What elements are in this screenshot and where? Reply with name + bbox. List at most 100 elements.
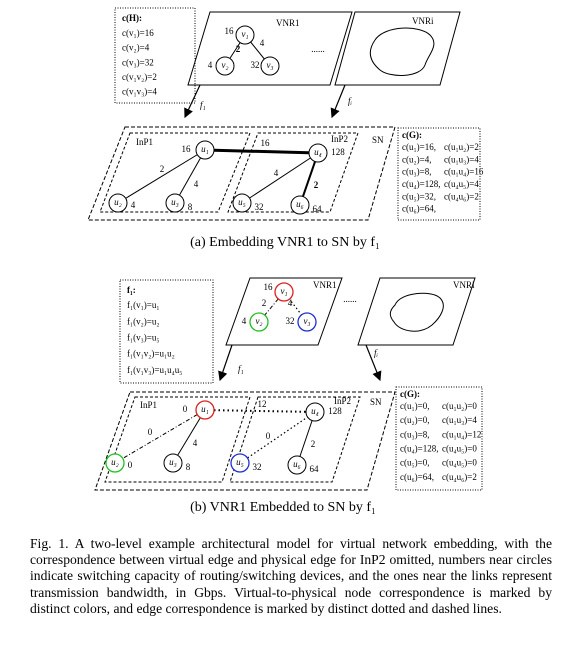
resource-box <box>397 127 481 221</box>
virtual-edge-label: 4 <box>288 298 293 308</box>
physical-edge <box>241 152 319 204</box>
physical-node-capacity: 32 <box>255 202 264 212</box>
panel-caption: (b) VNR1 Embedded to SN by f₁ <box>190 500 376 515</box>
resource-item: c(u₅)=32, <box>402 191 436 201</box>
resource-item: c(u₄u₆)=2 <box>442 472 477 482</box>
physical-node-label: u₅ <box>238 197 246 207</box>
sn-plane <box>87 126 396 221</box>
ellipsis: ...... <box>343 294 357 304</box>
resource-item: c(u₁u₃)=4 <box>442 415 477 425</box>
sn-label: SN <box>370 397 382 407</box>
inp-label: InP2 <box>331 134 348 144</box>
resource-item: c(u₁u₂)=0 <box>442 401 477 411</box>
resource-item: c(u₅)=0, <box>400 458 429 468</box>
virtual-node-label: v₁ <box>241 29 248 39</box>
resource-item: c(u₂)=4, <box>402 154 431 164</box>
physical-node <box>163 453 183 473</box>
virtual-node-label: v₃ <box>303 316 310 326</box>
physical-node <box>232 193 252 213</box>
physical-edge <box>114 409 206 464</box>
physical-edge-label: 2 <box>311 439 316 449</box>
left-box-item: f₁(v₁v₂)=u₁u₂ <box>127 349 175 359</box>
resource-item: c(u₄)=128, <box>400 444 438 454</box>
physical-node-capacity: 8 <box>186 462 191 472</box>
physical-edge <box>239 411 316 464</box>
physical-node-label: u₄ <box>311 406 319 416</box>
mapping-arrow <box>184 84 201 119</box>
vnri-blob <box>369 27 435 76</box>
panel-caption: (a) Embedding VNR1 to SN by f₁ <box>190 235 380 250</box>
physical-node-capacity: 64 <box>310 464 320 474</box>
physical-node <box>287 455 307 475</box>
resource-item: c(u₁)=0, <box>400 401 429 411</box>
physical-edge <box>172 409 206 464</box>
physical-node-label: u₅ <box>236 457 244 467</box>
physical-node-label: u₁ <box>201 144 209 154</box>
virtual-node <box>297 312 317 332</box>
inp-plane <box>229 396 361 483</box>
inp-label: InP1 <box>140 400 157 410</box>
resource-item: c(u₃)=8, <box>402 167 431 177</box>
resource-item: c(u₄u₅)=4 <box>444 179 479 189</box>
virtual-node <box>274 282 294 302</box>
resource-item: c(u₄u₅)=0 <box>442 444 477 454</box>
resource-title: c(G): <box>400 389 420 399</box>
resource-item: c(u₃)=8, <box>400 429 429 439</box>
physical-node <box>195 140 215 160</box>
inp-plane <box>227 132 359 213</box>
physical-node <box>290 195 310 215</box>
mapping-label: fᵢ <box>374 348 379 358</box>
left-box-item: f₁(v₃)=u₅ <box>127 332 159 342</box>
physical-node-capacity: 16 <box>182 144 192 154</box>
resource-item: c(u₁u₃)=4 <box>444 154 479 164</box>
virtual-node-capacity: 32 <box>286 316 295 326</box>
virtual-node-capacity: 16 <box>225 26 235 36</box>
sn-label: SN <box>372 135 384 145</box>
virtual-node-label: v₁ <box>280 286 287 296</box>
resource-item: c(u₁u₂)=2 <box>444 142 479 152</box>
left-box <box>119 279 214 384</box>
virtual-node-capacity: 16 <box>264 282 274 292</box>
virtual-node <box>215 56 235 76</box>
physical-node-label: u₁ <box>201 404 209 414</box>
resource-item: c(u₆)=64, <box>400 472 434 482</box>
virtual-node <box>260 56 280 76</box>
physical-edge <box>174 149 206 204</box>
resource-title: c(G): <box>402 130 422 140</box>
physical-node <box>195 400 215 420</box>
resource-item: c(u₁u₄)=16 <box>444 167 484 177</box>
physical-edge <box>117 149 206 204</box>
virtual-node-capacity: 32 <box>251 60 260 70</box>
physical-node-label: u₃ <box>171 197 179 207</box>
physical-edge-label: 4 <box>194 179 199 189</box>
physical-node-capacity: 64 <box>313 204 323 214</box>
inp-plane <box>99 132 251 213</box>
resource-item: c(u₁)=16, <box>402 142 436 152</box>
inp-label: InP1 <box>136 137 153 147</box>
virtual-node-label: v₂ <box>255 316 262 326</box>
physical-node-label: u₄ <box>314 147 322 157</box>
mapping-arrow <box>218 344 233 382</box>
mapping-arrow <box>330 84 346 119</box>
left-box-item: c(v₁v₂)=2 <box>122 72 157 82</box>
virtual-edge-label: 2 <box>236 44 241 54</box>
physical-edge-label: 4 <box>193 438 198 448</box>
physical-edge-label: 16 <box>261 138 271 148</box>
vnr1-label: VNR1 <box>313 280 337 290</box>
physical-node-capacity: 4 <box>131 200 136 210</box>
physical-node <box>305 402 325 422</box>
virtual-node-label: v₂ <box>221 60 228 70</box>
physical-edge-label: 0 <box>266 431 271 441</box>
resource-box <box>395 386 483 491</box>
physical-node-label: u₆ <box>293 459 301 469</box>
left-box-item: c(v₁)=16 <box>122 28 154 38</box>
physical-node-label: u₂ <box>114 197 122 207</box>
resource-item: c(u₄u₆)=2 <box>444 191 479 201</box>
physical-node-capacity: 128 <box>331 147 345 157</box>
left-box-item: f₁(v₂)=u₂ <box>127 316 159 326</box>
physical-node-capacity: 0 <box>183 404 188 414</box>
physical-edge-label: 2 <box>160 164 165 174</box>
left-box <box>114 7 196 104</box>
virtual-edge-label: 2 <box>262 298 267 308</box>
